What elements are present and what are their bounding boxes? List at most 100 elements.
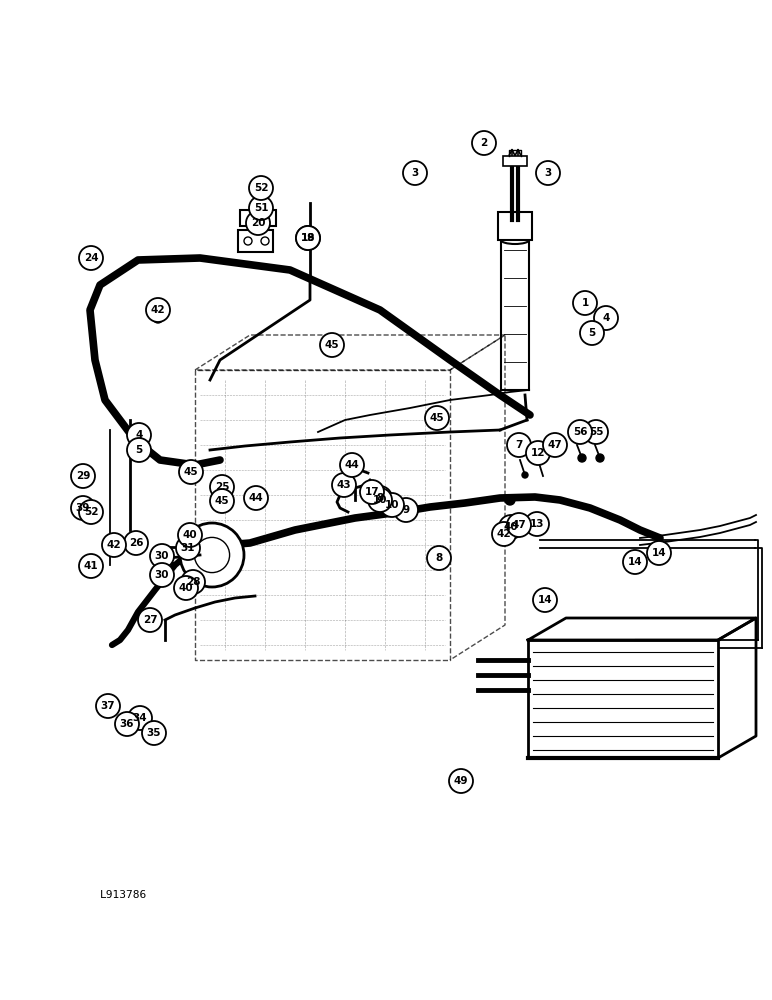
Circle shape	[573, 291, 597, 315]
Text: 44: 44	[344, 460, 360, 470]
Text: 24: 24	[83, 253, 98, 263]
Text: 36: 36	[120, 719, 134, 729]
Circle shape	[179, 460, 203, 484]
Text: 41: 41	[83, 561, 98, 571]
Text: 17: 17	[364, 487, 379, 497]
Text: 37: 37	[100, 701, 115, 711]
Text: 19: 19	[301, 233, 315, 243]
Circle shape	[332, 473, 356, 497]
Circle shape	[249, 176, 273, 200]
Text: 45: 45	[184, 467, 198, 477]
Circle shape	[71, 464, 95, 488]
Circle shape	[250, 495, 260, 505]
Circle shape	[499, 515, 523, 539]
Circle shape	[368, 488, 392, 512]
Circle shape	[507, 433, 531, 457]
Text: 9: 9	[402, 505, 410, 515]
Text: 7: 7	[516, 440, 523, 450]
Text: 45: 45	[215, 496, 229, 506]
Circle shape	[296, 226, 320, 250]
Text: 3: 3	[411, 168, 418, 178]
Circle shape	[244, 486, 268, 510]
Text: 20: 20	[251, 218, 266, 228]
Circle shape	[360, 480, 384, 504]
Text: 56: 56	[573, 427, 587, 437]
Circle shape	[623, 550, 647, 574]
Text: 10: 10	[384, 500, 399, 510]
Text: 30: 30	[154, 570, 169, 580]
Circle shape	[584, 420, 608, 444]
Text: 49: 49	[454, 776, 469, 786]
Text: L913786: L913786	[100, 890, 147, 900]
Circle shape	[432, 415, 442, 425]
Circle shape	[127, 438, 151, 462]
Circle shape	[138, 608, 162, 632]
Text: 42: 42	[151, 305, 165, 315]
Text: 39: 39	[76, 503, 90, 513]
Circle shape	[427, 546, 451, 570]
Text: 47: 47	[547, 440, 562, 450]
Text: 42: 42	[496, 529, 511, 539]
Bar	[240, 210, 276, 226]
Bar	[238, 230, 273, 252]
Circle shape	[425, 406, 449, 430]
Circle shape	[543, 433, 567, 457]
Text: 28: 28	[186, 577, 200, 587]
Text: 3: 3	[544, 168, 552, 178]
Circle shape	[499, 531, 509, 541]
Bar	[498, 212, 532, 240]
Circle shape	[340, 453, 364, 477]
Circle shape	[320, 333, 344, 357]
Circle shape	[146, 298, 170, 322]
Circle shape	[79, 500, 103, 524]
Text: 52: 52	[83, 507, 98, 517]
Text: 42: 42	[107, 540, 121, 550]
Circle shape	[128, 706, 152, 730]
Text: 35: 35	[147, 728, 161, 738]
Circle shape	[79, 246, 103, 270]
Circle shape	[180, 523, 244, 587]
Circle shape	[150, 544, 174, 568]
Text: 45: 45	[430, 413, 445, 423]
Circle shape	[142, 721, 166, 745]
Text: 44: 44	[249, 493, 263, 503]
Bar	[503, 156, 527, 166]
Text: 52: 52	[254, 183, 268, 193]
Circle shape	[176, 536, 200, 560]
Text: 13: 13	[530, 519, 544, 529]
Circle shape	[522, 472, 528, 478]
Circle shape	[533, 588, 557, 612]
Circle shape	[186, 470, 196, 480]
Text: 4: 4	[602, 313, 610, 323]
Text: 4: 4	[135, 430, 143, 440]
Text: 18: 18	[301, 233, 315, 243]
Circle shape	[647, 541, 671, 565]
Text: 8: 8	[435, 553, 442, 563]
Circle shape	[210, 475, 234, 499]
Circle shape	[340, 483, 350, 493]
Circle shape	[507, 513, 531, 537]
Text: 40: 40	[183, 530, 198, 540]
Circle shape	[526, 441, 550, 465]
Circle shape	[96, 694, 120, 718]
Text: 25: 25	[215, 482, 229, 492]
Text: 29: 29	[76, 471, 90, 481]
Text: 31: 31	[181, 543, 195, 553]
Text: 40: 40	[178, 583, 193, 593]
Circle shape	[210, 489, 234, 513]
Text: 51: 51	[254, 203, 268, 213]
Text: 14: 14	[652, 548, 666, 558]
Circle shape	[102, 533, 126, 557]
Circle shape	[380, 493, 404, 517]
Circle shape	[594, 306, 618, 330]
Text: 2: 2	[480, 138, 488, 148]
Text: 47: 47	[512, 520, 527, 530]
Circle shape	[124, 531, 148, 555]
Text: 8: 8	[377, 493, 384, 503]
Circle shape	[127, 423, 151, 447]
Text: 45: 45	[325, 340, 340, 350]
Text: 34: 34	[133, 713, 147, 723]
Text: 26: 26	[129, 538, 144, 548]
Circle shape	[150, 563, 174, 587]
Text: 55: 55	[589, 427, 603, 437]
